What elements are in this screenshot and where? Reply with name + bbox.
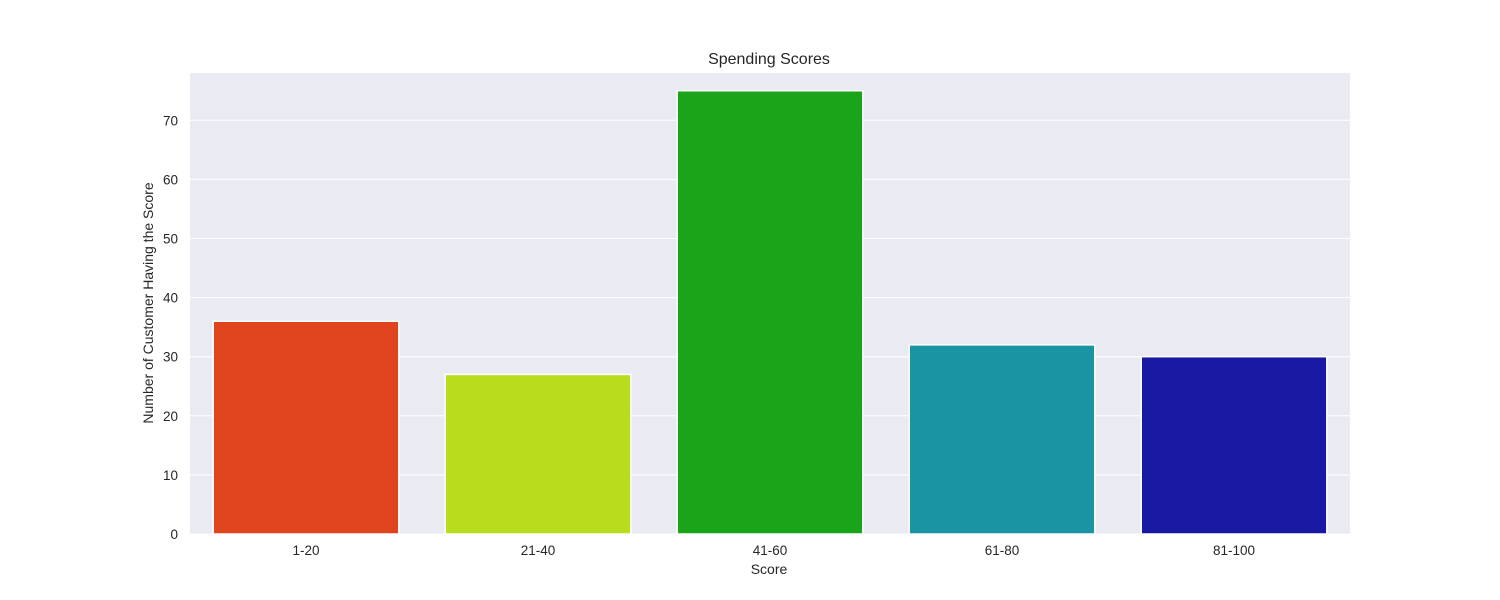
x-axis-ticks: 1-20 21-40 41-60 61-80 81-100 <box>292 543 1255 558</box>
bar-21-40 <box>444 373 632 535</box>
x-tick-label-61-80: 61-80 <box>985 543 1020 558</box>
bar-81-100 <box>1140 355 1328 535</box>
y-tick-label: 70 <box>163 113 178 128</box>
bars <box>212 89 1328 535</box>
y-tick-label: 30 <box>163 350 178 365</box>
bar-41-60 <box>676 89 864 535</box>
x-tick-label-81-100: 81-100 <box>1213 543 1255 558</box>
y-axis-label: Number of Customer Having the Score <box>140 182 156 423</box>
x-tick-label-41-60: 41-60 <box>753 543 788 558</box>
y-tick-label: 0 <box>170 527 178 542</box>
y-tick-label: 50 <box>163 231 178 246</box>
bar-1-20 <box>212 320 400 535</box>
chart-title: Spending Scores <box>708 51 830 68</box>
y-tick-label: 60 <box>163 172 178 187</box>
y-tick-label: 40 <box>163 291 178 306</box>
x-tick-label-1-20: 1-20 <box>292 543 319 558</box>
y-tick-label: 10 <box>163 468 178 483</box>
y-tick-label: 20 <box>163 409 178 424</box>
y-axis-ticks: 0 10 20 30 40 50 60 70 <box>163 113 178 542</box>
x-tick-label-21-40: 21-40 <box>521 543 556 558</box>
bar-61-80 <box>908 344 1096 535</box>
x-axis-label: Score <box>751 561 788 577</box>
